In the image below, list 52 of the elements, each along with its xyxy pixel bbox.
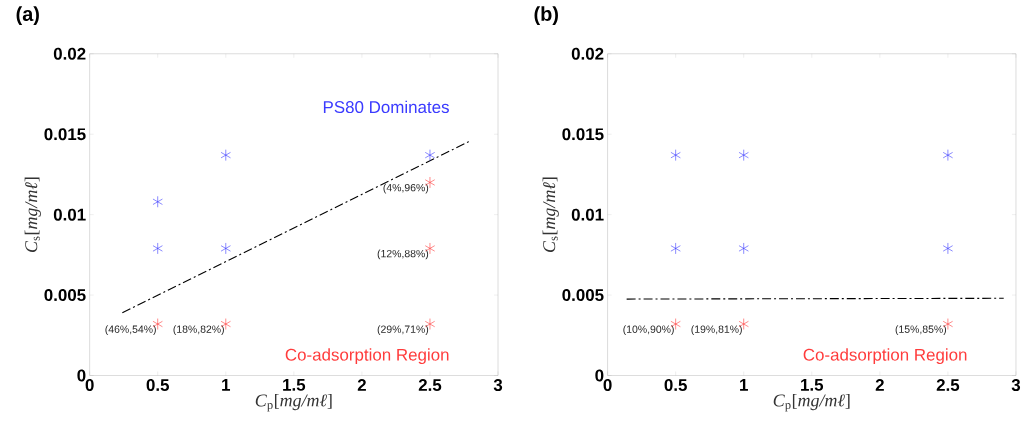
annotation: (46%,54%) <box>105 325 156 335</box>
x-tick-label: 1.5 <box>801 378 824 391</box>
y-axis-title: C$_{s}$[mg/mℓ] <box>24 177 41 252</box>
point <box>670 149 681 161</box>
annotation: Co-adsorption Region <box>285 348 449 364</box>
y-tick-label: 0 <box>77 369 86 382</box>
point <box>424 149 436 161</box>
x-tick-label: 0 <box>85 378 94 391</box>
annotation: PS80 Dominates <box>323 100 449 113</box>
point <box>220 149 231 161</box>
x-tick-label: 0.5 <box>664 378 687 391</box>
annotation: (12%,88%) <box>377 249 429 260</box>
point <box>942 149 953 161</box>
y-tick-label: 0 <box>595 369 604 382</box>
x-tick-label: 0.5 <box>146 378 170 391</box>
point <box>738 149 749 161</box>
x-tick-label: 1 <box>740 378 748 391</box>
y-tick-label: 0.015 <box>44 128 86 141</box>
x-tick-label: 2 <box>875 378 884 391</box>
chart-title: (b) <box>534 6 558 25</box>
y-tick-label: 0.005 <box>562 288 604 301</box>
point <box>152 195 163 208</box>
x-tick-label: 2 <box>357 378 366 391</box>
y-axis-title: C$_{s}$[mg/mℓ] <box>542 177 559 252</box>
x-tick-label: 2.5 <box>936 378 960 391</box>
point <box>152 242 163 255</box>
annotation: (19%,81%) <box>691 325 742 335</box>
y-tick-label: 0.02 <box>571 47 604 60</box>
y-tick-label: 0.02 <box>53 47 86 60</box>
chart-title: (a) <box>16 6 39 25</box>
annotation: (15%,85%) <box>895 325 947 335</box>
x-tick-label: 0 <box>603 378 612 391</box>
annotation: (10%,90%) <box>623 325 674 335</box>
annotation: (29%,71%) <box>377 325 429 335</box>
point <box>942 242 953 255</box>
point <box>220 242 231 255</box>
annotation: (4%,96%) <box>383 183 429 194</box>
x-tick-label: 1 <box>222 378 231 391</box>
y-tick-label: 0.01 <box>571 208 604 221</box>
annotation: (18%,82%) <box>173 325 224 335</box>
x-tick-label: 3 <box>1011 378 1021 391</box>
x-axis-title: C$_{p}$[mg/mℓ] <box>773 393 850 412</box>
annotation: Co-adsorption Region <box>803 348 967 364</box>
point <box>738 242 749 255</box>
x-tick-label: 2.5 <box>418 378 442 391</box>
y-tick-label: 0.015 <box>562 128 604 141</box>
x-axis-title: C$_{p}$[mg/mℓ] <box>255 393 332 412</box>
x-tick-label: 1.5 <box>283 378 306 391</box>
point <box>670 242 681 255</box>
x-tick-label: 3 <box>493 378 503 391</box>
y-tick-label: 0.005 <box>44 288 86 301</box>
y-tick-label: 0.01 <box>53 208 86 221</box>
